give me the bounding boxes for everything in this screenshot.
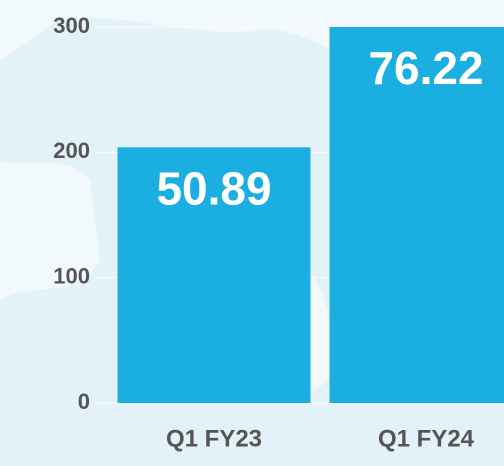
x-tick-label: Q1 FY23 <box>166 425 262 452</box>
labels: 0 100 200 300 Q1 FY23 50.89 Q1 FY24 76.22 <box>53 13 483 453</box>
y-tick-label: 200 <box>53 138 90 163</box>
bar <box>329 27 504 403</box>
bar-annotation: 50.89 <box>156 162 271 214</box>
x-tick-label: Q1 FY24 <box>378 425 475 452</box>
y-tick-label: 300 <box>53 13 90 38</box>
y-tick-label: 0 <box>78 389 90 414</box>
bar-annotation: 76.22 <box>368 42 483 94</box>
y-tick-label: 100 <box>53 263 90 288</box>
bar <box>117 147 311 403</box>
bars <box>117 27 504 403</box>
